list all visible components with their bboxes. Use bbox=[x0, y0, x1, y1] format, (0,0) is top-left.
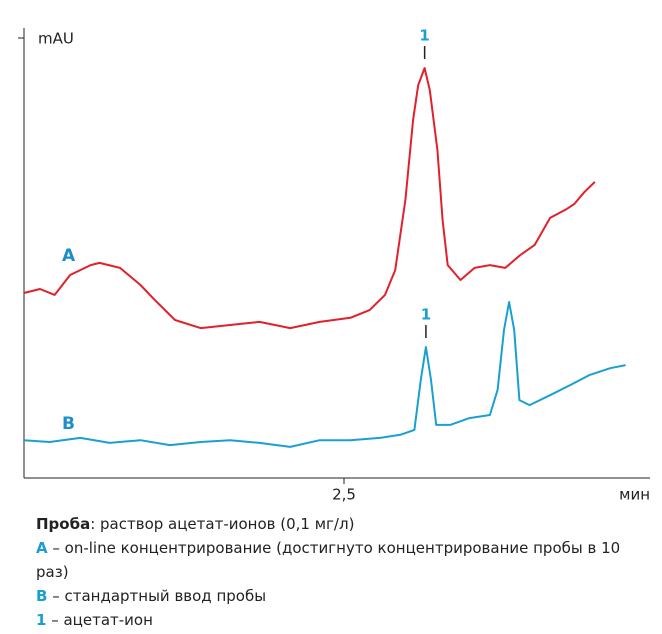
caption-text: – on-line концентрирование (достигнуто к… bbox=[36, 539, 621, 581]
peak-label: 1 bbox=[419, 27, 429, 45]
caption-line: A – on-line концентрирование (достигнуто… bbox=[36, 536, 646, 584]
x-tick-label: 2,5 bbox=[332, 486, 356, 504]
caption-key: 1 bbox=[36, 611, 47, 629]
peak-label: 1 bbox=[421, 306, 431, 324]
series-label: B bbox=[62, 414, 75, 434]
caption-text: – стандартный ввод пробы bbox=[47, 587, 267, 605]
x-axis-label: мин bbox=[619, 486, 650, 504]
caption-line: 1 – ацетат-ион bbox=[36, 608, 646, 632]
caption-key: Проба bbox=[36, 515, 91, 533]
series-label: A bbox=[62, 246, 76, 266]
series-line bbox=[23, 301, 626, 448]
caption-line: Проба: раствор ацетат-ионов (0,1 мг/л) bbox=[36, 512, 646, 536]
chart: mAU мин 2,5 A 1 B 1 bbox=[18, 27, 650, 504]
caption-key: B bbox=[36, 587, 48, 605]
caption: Проба: раствор ацетат-ионов (0,1 мг/л) A … bbox=[36, 512, 646, 632]
y-axis-label: mAU bbox=[38, 30, 74, 48]
caption-key: A bbox=[36, 539, 48, 557]
caption-line: B – стандартный ввод пробы bbox=[36, 584, 646, 608]
series-line bbox=[23, 67, 596, 330]
caption-text: – ацетат-ион bbox=[46, 611, 153, 629]
caption-text: : раствор ацетат-ионов (0,1 мг/л) bbox=[90, 515, 355, 533]
